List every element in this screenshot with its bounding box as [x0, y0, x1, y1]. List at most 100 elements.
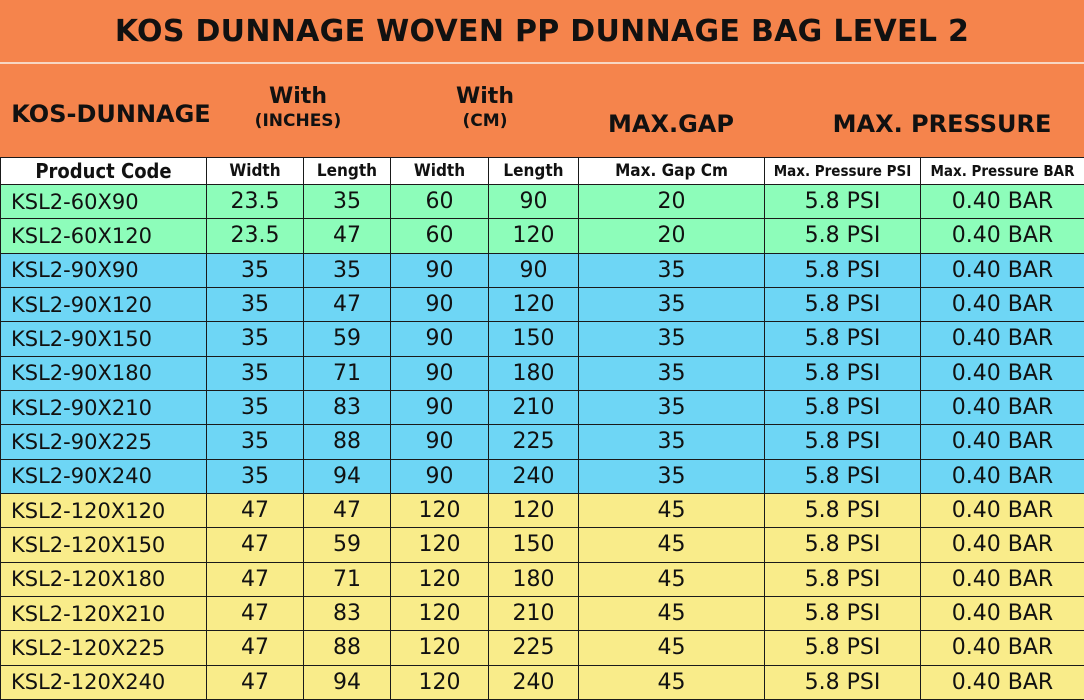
cell-length-in: 83 — [303, 389, 391, 426]
cm-header-line2: (CM) — [462, 111, 508, 131]
cell-length-cm: 240 — [488, 458, 579, 494]
table-body: KSL2-60X90 23.5 35 60 90 20 5.8 PSI 0.40 BAR KSL… — [0, 183, 1084, 700]
table-row: KSL2-90X150 35 59 90 150 35 5.8 PSI 0.40 BAR — [0, 321, 1084, 357]
cell-length-cm: 180 — [488, 561, 579, 597]
cell-width-cm: 90 — [390, 355, 489, 391]
max-pressure-header: MAX. PRESSURE — [832, 110, 1052, 138]
cell-width-cm: 90 — [390, 458, 489, 494]
cell-max-gap: 35 — [578, 458, 765, 494]
inches-header-line1: With — [269, 84, 327, 109]
col-product-code: Product Code — [0, 157, 207, 185]
cell-width-cm: 90 — [390, 389, 489, 426]
cell-max-gap: 35 — [578, 321, 765, 357]
cell-product-code: KSL2-120X150 — [0, 527, 207, 563]
cell-max-pressure-bar: 0.40 BAR — [920, 355, 1084, 391]
col-width-inches: Width — [206, 157, 304, 185]
cell-max-gap: 45 — [578, 527, 765, 563]
table-row: KSL2-90X120 35 47 90 120 35 5.8 PSI 0.40 BAR — [0, 286, 1084, 323]
cell-max-pressure-psi: 5.8 PSI — [764, 458, 921, 494]
cell-max-gap: 45 — [578, 630, 765, 666]
cell-width-in: 35 — [206, 286, 304, 323]
cell-width-in: 47 — [206, 664, 304, 700]
cell-max-gap: 45 — [578, 595, 765, 632]
cell-max-gap: 35 — [578, 389, 765, 426]
cell-length-cm: 210 — [488, 595, 579, 632]
table-row: KSL2-120X150 47 59 120 150 45 5.8 PSI 0.40 BAR — [0, 527, 1084, 563]
cell-length-in: 71 — [303, 355, 391, 391]
col-max-pressure-psi: Max. Pressure PSI — [764, 157, 921, 185]
cell-length-cm: 180 — [488, 355, 579, 391]
cell-width-in: 35 — [206, 252, 304, 288]
cell-width-in: 47 — [206, 492, 304, 529]
title-divider — [0, 62, 1084, 64]
cell-width-cm: 90 — [390, 286, 489, 323]
cell-length-in: 83 — [303, 595, 391, 632]
cell-length-cm: 90 — [488, 183, 579, 220]
cell-product-code: KSL2-60X90 — [0, 183, 207, 220]
cell-product-code: KSL2-120X180 — [0, 561, 207, 597]
cell-width-cm: 120 — [390, 527, 489, 563]
cell-max-pressure-bar: 0.40 BAR — [920, 183, 1084, 220]
col-max-pressure-bar: Max. Pressure BAR — [920, 157, 1084, 185]
cell-max-pressure-psi: 5.8 PSI — [764, 286, 921, 323]
cell-max-pressure-psi: 5.8 PSI — [764, 252, 921, 288]
cell-product-code: KSL2-120X225 — [0, 630, 207, 666]
cell-length-in: 94 — [303, 458, 391, 494]
cell-max-pressure-psi: 5.8 PSI — [764, 561, 921, 597]
cell-length-cm: 90 — [488, 252, 579, 288]
cell-length-cm: 120 — [488, 218, 579, 254]
table-row: KSL2-120X120 47 47 120 120 45 5.8 PSI 0.40 BAR — [0, 492, 1084, 529]
cell-max-gap: 45 — [578, 664, 765, 700]
cell-length-cm: 225 — [488, 630, 579, 666]
cell-width-cm: 120 — [390, 492, 489, 529]
table-row: KSL2-90X90 35 35 90 90 35 5.8 PSI 0.40 BAR — [0, 252, 1084, 288]
cell-product-code: KSL2-120X210 — [0, 595, 207, 632]
cell-length-in: 71 — [303, 561, 391, 597]
cm-header: With (CM) — [390, 84, 580, 132]
col-max-gap: Max. Gap Cm — [578, 157, 765, 185]
cell-max-pressure-bar: 0.40 BAR — [920, 458, 1084, 494]
cell-product-code: KSL2-90X240 — [0, 458, 207, 494]
table-row: KSL2-90X240 35 94 90 240 35 5.8 PSI 0.40 BAR — [0, 458, 1084, 494]
table-row: KSL2-60X90 23.5 35 60 90 20 5.8 PSI 0.40 BAR — [0, 183, 1084, 220]
cell-max-pressure-psi: 5.8 PSI — [764, 389, 921, 426]
col-length-cm: Length — [488, 157, 579, 185]
cell-length-in: 88 — [303, 630, 391, 666]
cell-length-in: 94 — [303, 664, 391, 700]
cell-max-pressure-bar: 0.40 BAR — [920, 389, 1084, 426]
table-row: KSL2-120X180 47 71 120 180 45 5.8 PSI 0.40 BAR — [0, 561, 1084, 597]
cell-product-code: KSL2-60X120 — [0, 218, 207, 254]
cell-width-cm: 90 — [390, 252, 489, 288]
table-row: KSL2-120X225 47 88 120 225 45 5.8 PSI 0.40 BAR — [0, 630, 1084, 666]
cell-max-pressure-bar: 0.40 BAR — [920, 664, 1084, 700]
cell-width-in: 47 — [206, 630, 304, 666]
cell-max-pressure-psi: 5.8 PSI — [764, 664, 921, 700]
cell-product-code: KSL2-90X120 — [0, 286, 207, 323]
cell-max-gap: 20 — [578, 183, 765, 220]
cell-length-cm: 225 — [488, 424, 579, 460]
cell-width-cm: 120 — [390, 664, 489, 700]
cell-width-in: 47 — [206, 595, 304, 632]
table-row: KSL2-90X210 35 83 90 210 35 5.8 PSI 0.40 BAR — [0, 389, 1084, 426]
brand-header: KOS-DUNNAGE — [11, 100, 211, 128]
cell-max-pressure-bar: 0.40 BAR — [920, 286, 1084, 323]
cell-max-gap: 35 — [578, 286, 765, 323]
cell-max-gap: 45 — [578, 561, 765, 597]
cell-max-pressure-psi: 5.8 PSI — [764, 321, 921, 357]
cell-width-cm: 120 — [390, 630, 489, 666]
cell-max-gap: 35 — [578, 252, 765, 288]
cell-max-pressure-bar: 0.40 BAR — [920, 527, 1084, 563]
cell-max-gap: 35 — [578, 355, 765, 391]
cell-max-pressure-psi: 5.8 PSI — [764, 527, 921, 563]
cell-max-pressure-bar: 0.40 BAR — [920, 561, 1084, 597]
cell-length-in: 88 — [303, 424, 391, 460]
table-row: KSL2-90X225 35 88 90 225 35 5.8 PSI 0.40 BAR — [0, 424, 1084, 460]
col-length-inches: Length — [303, 157, 391, 185]
cell-max-pressure-bar: 0.40 BAR — [920, 321, 1084, 357]
cell-product-code: KSL2-90X225 — [0, 424, 207, 460]
cell-width-cm: 120 — [390, 595, 489, 632]
cell-width-in: 35 — [206, 321, 304, 357]
cell-max-pressure-bar: 0.40 BAR — [920, 252, 1084, 288]
cell-product-code: KSL2-90X180 — [0, 355, 207, 391]
cell-product-code: KSL2-90X210 — [0, 389, 207, 426]
